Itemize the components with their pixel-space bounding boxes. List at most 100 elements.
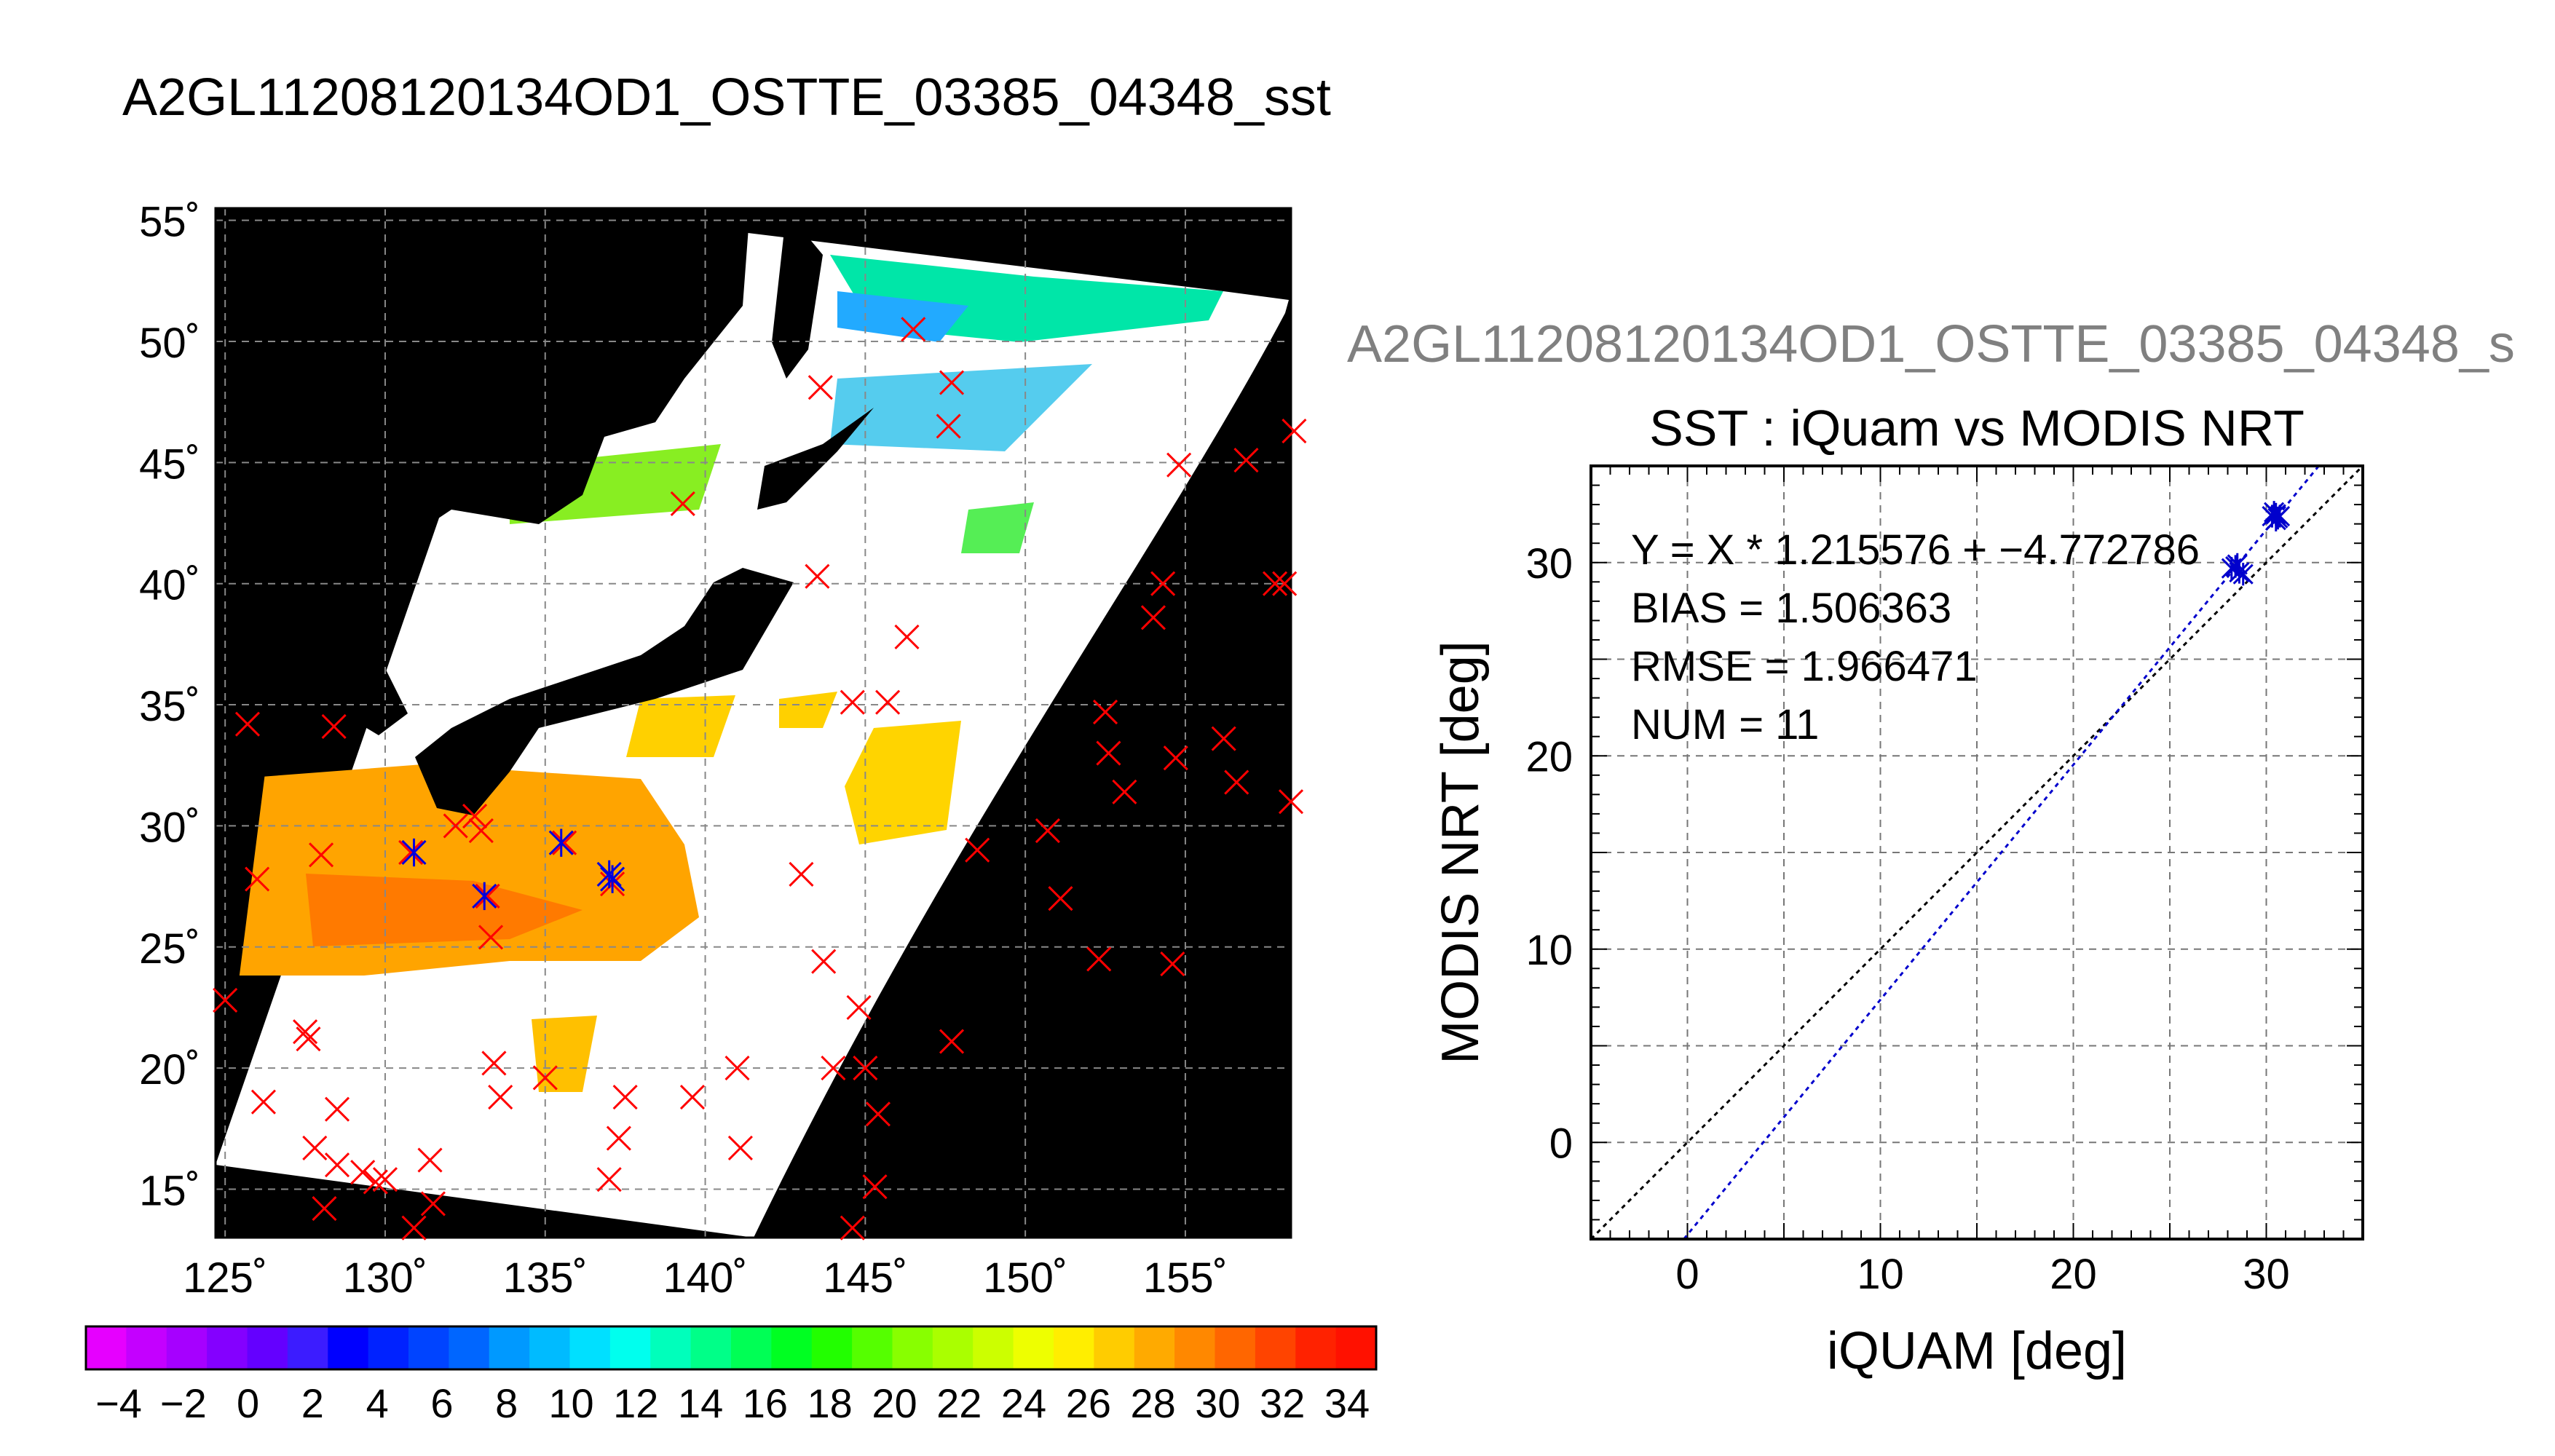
page-title: A2GL11208120134OD1_OSTTE_03385_04348_sst bbox=[122, 68, 1331, 127]
scatter-point bbox=[2265, 508, 2286, 531]
scatter-subtitle: A2GL11208120134OD1_OSTTE_03385_04348_s bbox=[1347, 315, 2515, 373]
map-marker-red bbox=[532, 1065, 558, 1091]
satellite-swath bbox=[216, 208, 1289, 1238]
map-lat-labels: 55˚ 50˚ 45˚ 40˚ 35˚ 30˚ 25˚ 20˚ 15˚ bbox=[139, 199, 200, 1215]
sst-patch-pacific-small bbox=[779, 692, 837, 728]
map-lon-label: 125˚ bbox=[183, 1254, 267, 1302]
map-marker-red bbox=[296, 1026, 321, 1052]
colorbar-cell bbox=[529, 1326, 570, 1369]
scatter-points bbox=[2221, 501, 2291, 586]
colorbar-cell bbox=[408, 1326, 449, 1369]
colorbar-cell bbox=[892, 1326, 933, 1369]
map-lon-label: 140˚ bbox=[663, 1254, 748, 1302]
colorbar-cell bbox=[449, 1326, 490, 1369]
map-lon-label: 130˚ bbox=[343, 1254, 427, 1302]
map-grid bbox=[216, 208, 1291, 1238]
map-marker-red bbox=[789, 861, 814, 887]
colorbar-tick-label: 4 bbox=[366, 1380, 389, 1426]
sst-patch-east-china-sea bbox=[626, 695, 735, 757]
colorbar-cell bbox=[328, 1326, 369, 1369]
map-marker-red bbox=[234, 711, 261, 737]
colorbar-tick-label: 12 bbox=[613, 1380, 658, 1426]
map-marker-red bbox=[606, 1125, 631, 1151]
map-marker-red bbox=[475, 883, 500, 909]
map-marker-red bbox=[862, 1174, 888, 1200]
scatter-panel: A2GL11208120134OD1_OSTTE_03385_04348_s S… bbox=[1347, 315, 2515, 1380]
sst-patch-okhotsk bbox=[837, 291, 968, 342]
map-marker-red bbox=[1224, 769, 1249, 795]
map-marker-red bbox=[302, 1135, 328, 1160]
map-marker-red bbox=[1278, 789, 1304, 815]
map-marker-red bbox=[321, 713, 347, 740]
colorbar-cell bbox=[690, 1326, 732, 1369]
map-marker-red bbox=[324, 1152, 350, 1178]
annotation-equation: Y = X * 1.215576 + −4.772786 bbox=[1631, 526, 2200, 574]
map-marker-red bbox=[312, 1196, 337, 1222]
scatter-point bbox=[2227, 553, 2248, 577]
land-japan bbox=[415, 568, 794, 815]
map-marker-red bbox=[901, 317, 926, 342]
map-lat-label: 30˚ bbox=[139, 804, 200, 851]
colorbar-cell bbox=[166, 1326, 208, 1369]
land-sakhalin bbox=[772, 211, 823, 379]
land-asia bbox=[216, 208, 750, 735]
colorbar-tick-label: 30 bbox=[1195, 1380, 1240, 1426]
map-marker-red bbox=[1211, 726, 1236, 751]
map-marker-red bbox=[1086, 946, 1112, 972]
map-marker-red bbox=[481, 1051, 507, 1076]
map-marker-blue bbox=[401, 838, 427, 867]
colorbar-cell bbox=[569, 1326, 611, 1369]
map-marker-red bbox=[1150, 571, 1176, 596]
map-marker-red bbox=[840, 689, 865, 715]
x-tick-label: 0 bbox=[1675, 1251, 1699, 1298]
map-lon-label: 155˚ bbox=[1143, 1254, 1228, 1302]
map-lon-labels: 125˚ 130˚ 135˚ 140˚ 145˚ 150˚ 155˚ bbox=[183, 1254, 1228, 1302]
map-marker-red bbox=[821, 1056, 846, 1081]
colorbar-tick-label: 10 bbox=[548, 1380, 593, 1426]
colorbar-cell bbox=[609, 1326, 651, 1369]
y-tick-label: 30 bbox=[1525, 540, 1573, 587]
sst-patch-hokkaido bbox=[830, 364, 1092, 451]
colorbar-tick-label: 6 bbox=[430, 1380, 453, 1426]
map-marker-red bbox=[478, 925, 504, 950]
map-marker-red bbox=[1160, 951, 1185, 977]
map-marker-red bbox=[293, 1019, 318, 1045]
map-marker-red bbox=[807, 375, 833, 400]
colorbar-tick-label: 24 bbox=[1001, 1380, 1046, 1426]
colorbar-tick-label: 20 bbox=[872, 1380, 917, 1426]
map-marker-red bbox=[1282, 419, 1307, 444]
colorbar-cell bbox=[1215, 1326, 1256, 1369]
map-marker-red bbox=[1092, 699, 1118, 725]
map-panel: 55˚ 50˚ 45˚ 40˚ 35˚ 30˚ 25˚ 20˚ 15˚ 125˚ 130˚ 135˚… bbox=[139, 199, 1307, 1302]
map-lon-label: 150˚ bbox=[983, 1254, 1067, 1302]
colorbar-cell bbox=[811, 1326, 853, 1369]
map-lon-label: 145˚ bbox=[823, 1254, 907, 1302]
colorbar-frame bbox=[84, 1325, 1378, 1371]
map-marker-red bbox=[488, 1084, 513, 1110]
x-tick-labels: 0 10 20 30 bbox=[1675, 1251, 2289, 1298]
colorbar-tick-label: 22 bbox=[936, 1380, 982, 1426]
colorbar-cell bbox=[771, 1326, 813, 1369]
x-tick-label: 10 bbox=[1857, 1251, 1904, 1298]
annotation-bias: BIAS = 1.506363 bbox=[1631, 585, 1951, 632]
x-tick-label: 30 bbox=[2243, 1251, 2290, 1298]
colorbar-cell bbox=[1054, 1326, 1094, 1369]
map-marker-red bbox=[1112, 779, 1137, 804]
annotation-rmse: RMSE = 1.966471 bbox=[1631, 643, 1978, 690]
map-marker-red bbox=[936, 414, 961, 439]
map-marker-red bbox=[805, 563, 830, 589]
map-marker-red bbox=[679, 1084, 706, 1110]
map-marker-red bbox=[250, 1089, 276, 1115]
map-marker-red bbox=[840, 1215, 865, 1241]
map-frame bbox=[214, 207, 1292, 1239]
colorbar-cell bbox=[1295, 1326, 1337, 1369]
colorbar-cell bbox=[287, 1326, 328, 1369]
map-lat-label: 50˚ bbox=[139, 320, 200, 367]
colorbar-tick-label: 32 bbox=[1260, 1380, 1305, 1426]
map-marker-red bbox=[939, 1029, 965, 1054]
identity-line bbox=[1590, 464, 2364, 1241]
map-marker-red bbox=[417, 1147, 443, 1173]
colorbar-cell bbox=[1255, 1326, 1296, 1369]
map-lat-label: 15˚ bbox=[139, 1167, 200, 1214]
map-marker-red bbox=[1035, 818, 1060, 844]
